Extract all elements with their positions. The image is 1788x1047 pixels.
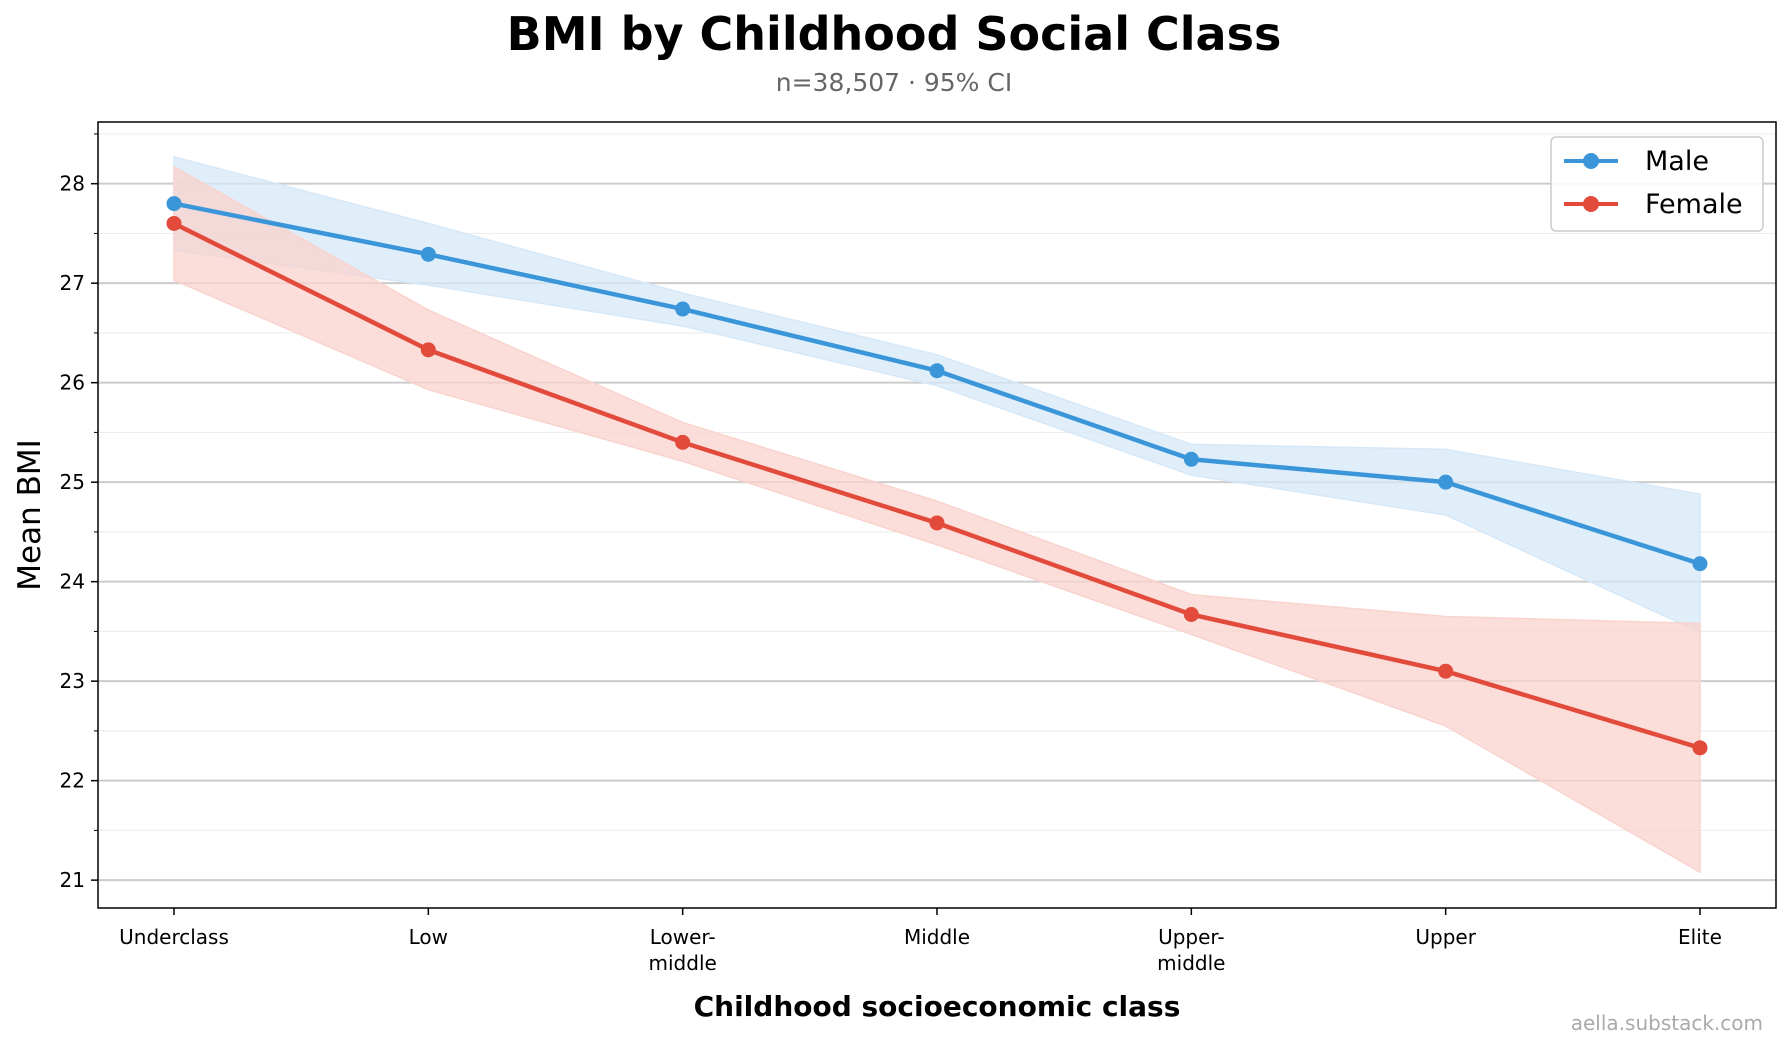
chart-subtitle: n=38,507 · 95% CI — [776, 68, 1012, 97]
y-tick-label: 22 — [60, 769, 85, 793]
data-point-female — [675, 434, 691, 450]
chart-title: BMI by Childhood Social Class — [507, 7, 1282, 61]
x-tick-label: Low — [409, 925, 448, 949]
data-point-male — [1183, 451, 1199, 467]
confidence-bands — [173, 155, 1701, 874]
data-point-female — [1692, 740, 1708, 756]
y-axis-label: Mean BMI — [12, 439, 48, 590]
y-tick-label: 24 — [60, 570, 85, 594]
x-tick-label: Underclass — [119, 925, 229, 949]
x-tick-label: Elite — [1678, 925, 1722, 949]
data-point-female — [1438, 663, 1454, 679]
y-tick-label: 25 — [60, 470, 85, 494]
legend-marker-female — [1583, 196, 1599, 212]
x-tick-label: Upper — [1415, 925, 1476, 949]
data-points — [166, 196, 1708, 756]
data-point-male — [929, 363, 945, 379]
watermark: aella.substack.com — [1571, 1011, 1763, 1035]
data-point-female — [929, 515, 945, 531]
y-tick-label: 21 — [60, 868, 85, 892]
data-point-male — [1692, 556, 1708, 572]
legend-label-female: Female — [1645, 189, 1743, 220]
data-point-male — [1438, 474, 1454, 490]
x-axis-label: Childhood socioeconomic class — [694, 990, 1181, 1023]
y-tick-label: 26 — [60, 371, 85, 395]
legend-label-male: Male — [1645, 146, 1709, 177]
data-point-female — [420, 342, 436, 358]
legend-marker-male — [1583, 153, 1599, 169]
y-tick-label: 27 — [60, 271, 85, 295]
y-axis: 21 22 23 24 25 26 27 28 — [60, 133, 98, 892]
data-point-female — [1183, 606, 1199, 622]
data-point-male — [675, 301, 691, 317]
data-point-male — [166, 196, 182, 212]
y-tick-label: 23 — [60, 669, 85, 693]
data-point-male — [420, 246, 436, 262]
x-tick-label: Middle — [904, 925, 970, 949]
ci-band-male — [173, 155, 1701, 634]
x-tick-label: Upper-middle — [1157, 925, 1225, 975]
data-point-female — [166, 215, 182, 231]
x-axis: Underclass Low Lower-middle Middle Upper-mid… — [119, 908, 1722, 975]
y-tick-label: 28 — [60, 172, 85, 196]
x-tick-label: Lower-middle — [649, 925, 717, 975]
legend: Male Female — [1550, 136, 1764, 232]
